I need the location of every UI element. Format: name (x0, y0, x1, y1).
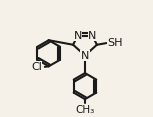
Text: N: N (73, 31, 82, 41)
Text: N: N (88, 31, 97, 41)
Text: Cl: Cl (31, 62, 42, 72)
Text: CH₃: CH₃ (75, 105, 95, 115)
Text: SH: SH (108, 38, 123, 48)
Text: N: N (81, 51, 89, 60)
